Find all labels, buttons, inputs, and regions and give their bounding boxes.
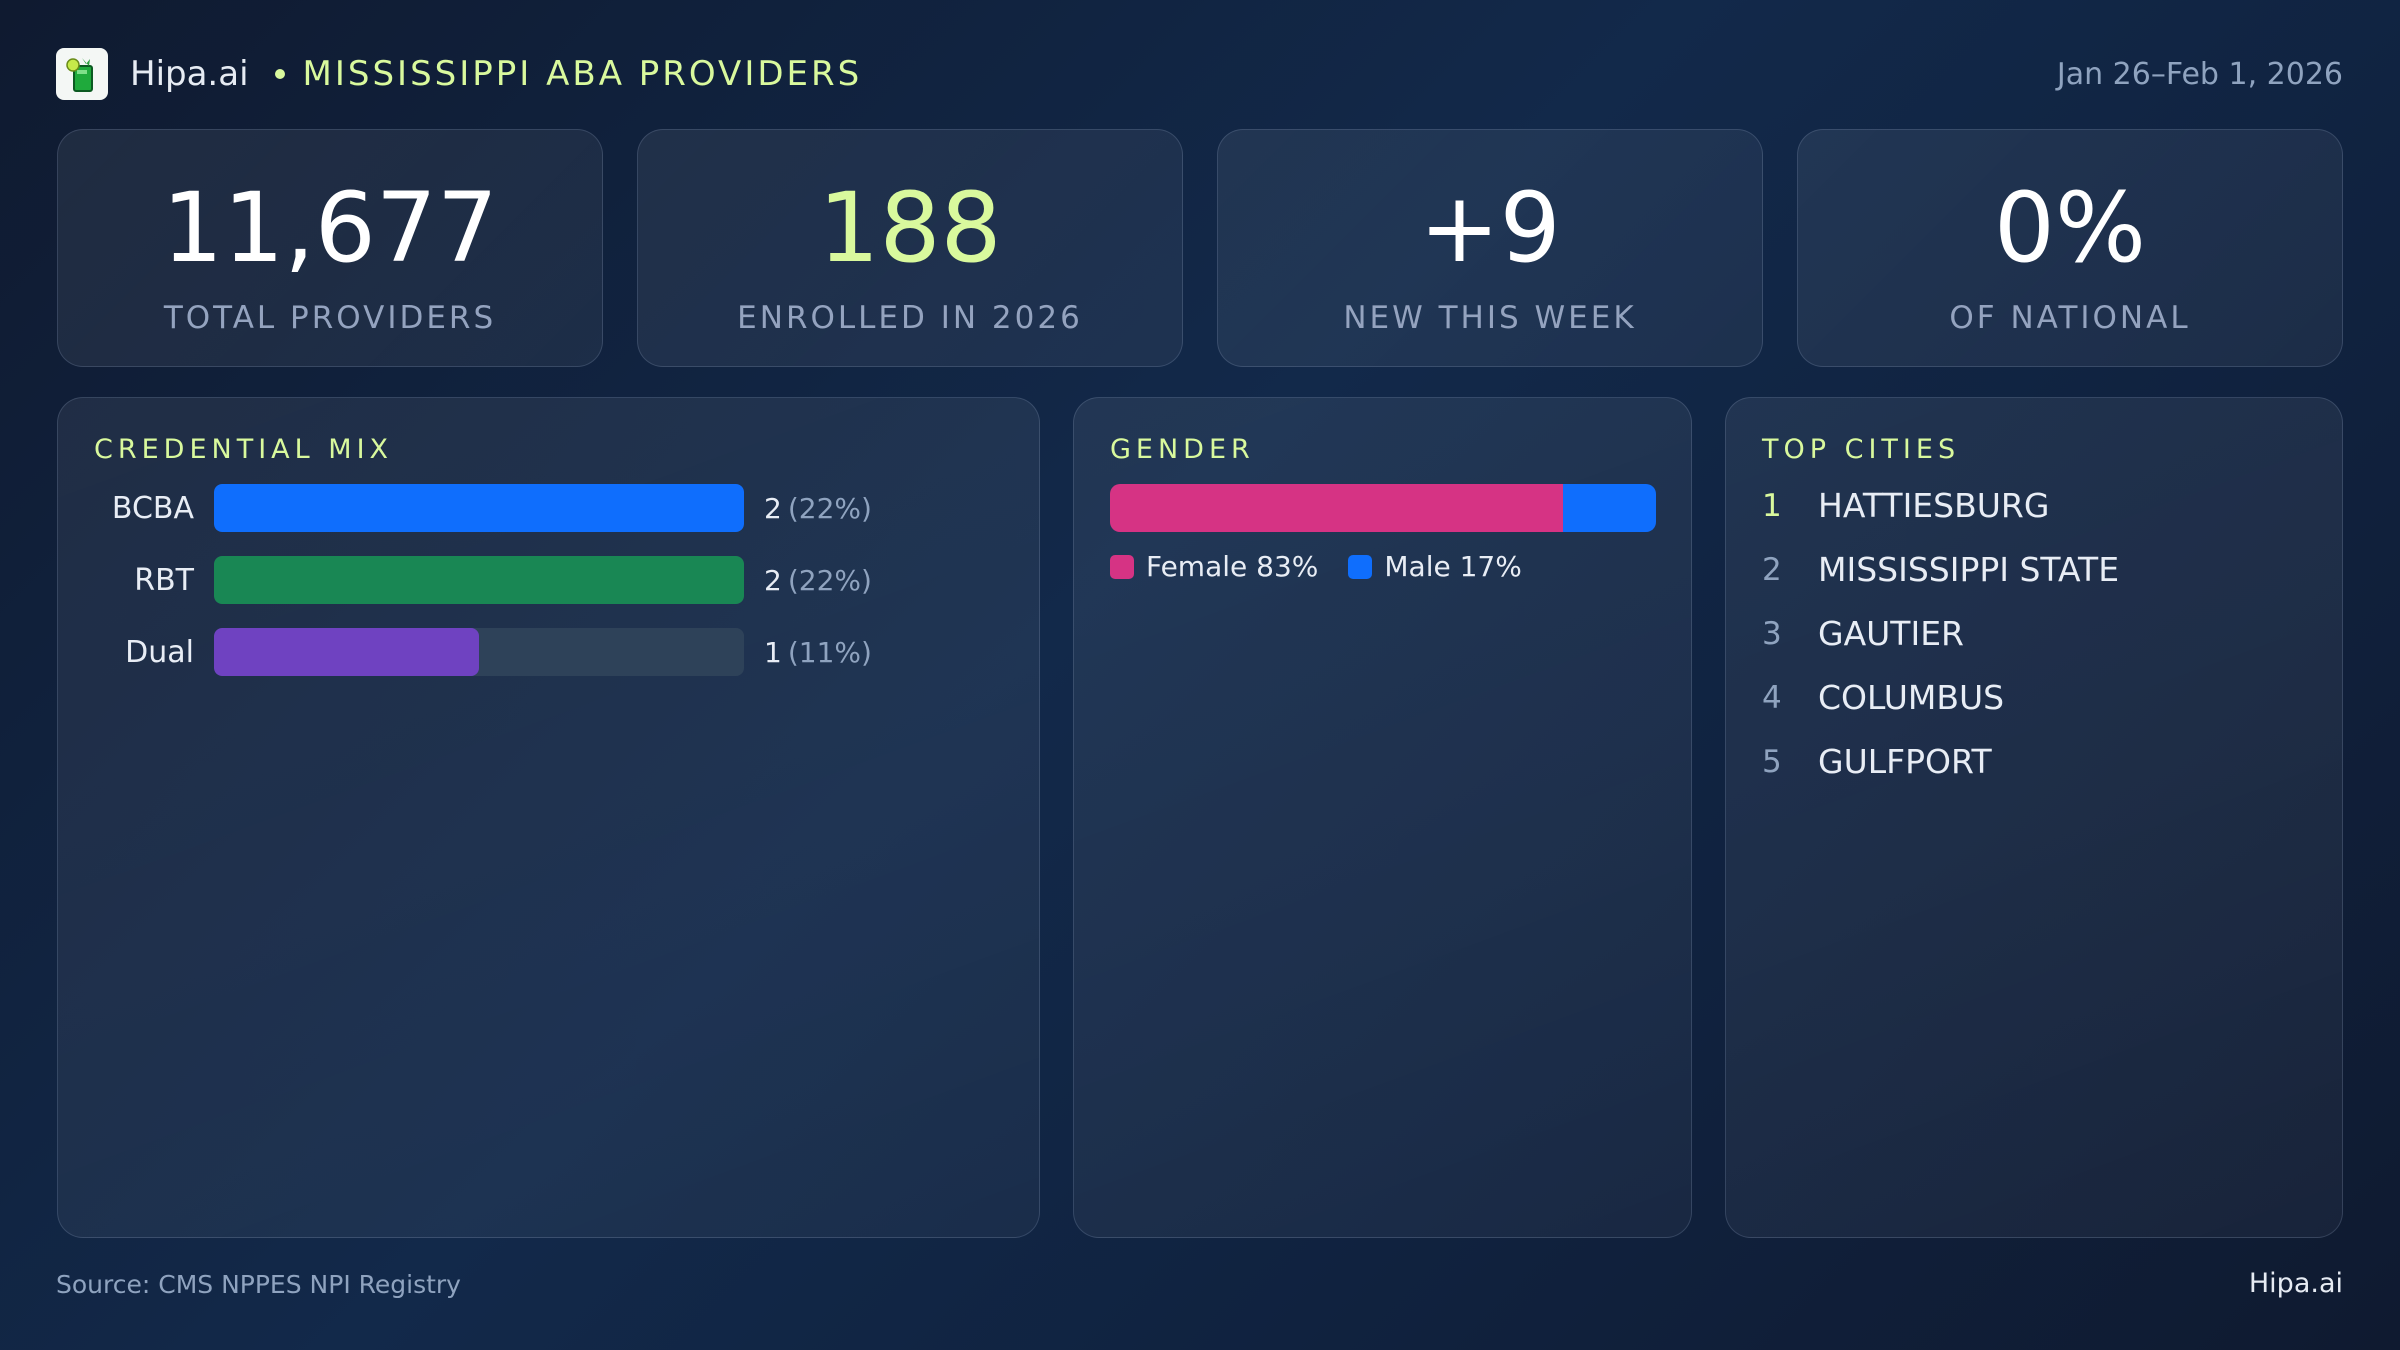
separator-dot (274, 69, 285, 79)
credential-count: 2 (764, 563, 782, 597)
city-rank: 5 (1762, 743, 1782, 780)
gender-bar (1110, 484, 1656, 532)
city-list-item: 3 GAUTIER (1762, 614, 1964, 653)
stat-value: 0% (1993, 172, 2147, 284)
credential-bar-fill (214, 556, 744, 604)
gender-panel: GENDER Female 83% Male 17% (1073, 397, 1692, 1238)
credential-row-rbt: RBT 2 (22%) (58, 556, 872, 604)
stat-label: TOTAL PROVIDERS (163, 300, 497, 336)
legend-label: Male 17% (1384, 550, 1522, 583)
credential-percent: (22%) (787, 491, 872, 525)
credential-count: 1 (764, 635, 782, 669)
city-name: GAUTIER (1818, 614, 1964, 653)
stat-label: OF NATIONAL (1949, 300, 2191, 336)
mojito-glass-icon (66, 58, 93, 92)
stat-value: 11,677 (162, 172, 498, 284)
panel-title: GENDER (1110, 434, 1255, 465)
credential-bar-track (214, 484, 744, 532)
stat-label: NEW THIS WEEK (1343, 300, 1637, 336)
footer-brand: Hipa.ai (2248, 1268, 2343, 1299)
city-name: HATTIESBURG (1818, 486, 2050, 525)
gender-legend: Female 83% Male 17% (1110, 550, 1552, 583)
stat-value: 188 (818, 172, 1002, 284)
stat-card-of-national: 0% OF NATIONAL (1797, 129, 2343, 367)
credential-mix-panel: CREDENTIAL MIX BCBA 2 (22%) RBT 2 (22%) … (57, 397, 1040, 1238)
credential-row-dual: Dual 1 (11%) (58, 628, 872, 676)
legend-label: Female 83% (1146, 550, 1319, 583)
credential-label: Dual (125, 634, 194, 670)
panel-title: CREDENTIAL MIX (94, 434, 394, 465)
stat-card-total-providers: 11,677 TOTAL PROVIDERS (57, 129, 603, 367)
credential-row-bcba: BCBA 2 (22%) (58, 484, 872, 532)
male-swatch-icon (1348, 554, 1373, 579)
city-list-item: 2 MISSISSIPPI STATE (1762, 550, 2119, 589)
stat-card-enrolled: 188 ENROLLED IN 2026 (637, 129, 1183, 367)
gender-segment-female (1110, 484, 1564, 532)
page-title: MISSISSIPPI ABA PROVIDERS (302, 54, 863, 94)
credential-label: BCBA (111, 490, 194, 526)
city-rank: 3 (1762, 615, 1782, 652)
logo (56, 48, 108, 100)
city-list-item: 5 GULFPORT (1762, 742, 1992, 781)
stat-value: +9 (1419, 172, 1561, 284)
credential-percent: (11%) (787, 635, 872, 669)
city-list-item: 4 COLUMBUS (1762, 678, 2004, 717)
header: Hipa.ai MISSISSIPPI ABA PROVIDERS Jan 26… (56, 48, 2343, 100)
gender-segment-male (1563, 484, 1656, 532)
female-swatch-icon (1110, 554, 1134, 579)
city-rank: 4 (1762, 679, 1782, 716)
stat-card-new-this-week: +9 NEW THIS WEEK (1217, 129, 1763, 367)
credential-label: RBT (134, 562, 194, 598)
city-rank: 2 (1762, 551, 1782, 588)
panel-title: TOP CITIES (1762, 434, 1961, 465)
brand-name: Hipa.ai (130, 54, 249, 94)
city-name: COLUMBUS (1818, 678, 2005, 717)
legend-item-male: Male 17% (1348, 550, 1522, 583)
city-name: MISSISSIPPI STATE (1818, 550, 2120, 589)
credential-bar-fill (214, 628, 479, 676)
city-rank: 1 (1762, 487, 1782, 524)
source-note: Source: CMS NPPES NPI Registry (56, 1270, 461, 1299)
credential-bar-fill (214, 484, 744, 532)
credential-bar-track (214, 628, 744, 676)
top-cities-panel: TOP CITIES 1 HATTIESBURG 2 MISSISSIPPI S… (1725, 397, 2343, 1238)
date-range: Jan 26–Feb 1, 2026 (2056, 56, 2343, 92)
credential-bar-track (214, 556, 744, 604)
city-list-item: 1 HATTIESBURG (1762, 486, 2049, 525)
legend-item-female: Female 83% (1110, 550, 1318, 583)
credential-count: 2 (764, 491, 782, 525)
stat-label: ENROLLED IN 2026 (737, 300, 1083, 336)
city-name: GULFPORT (1818, 742, 1992, 781)
credential-percent: (22%) (787, 563, 872, 597)
